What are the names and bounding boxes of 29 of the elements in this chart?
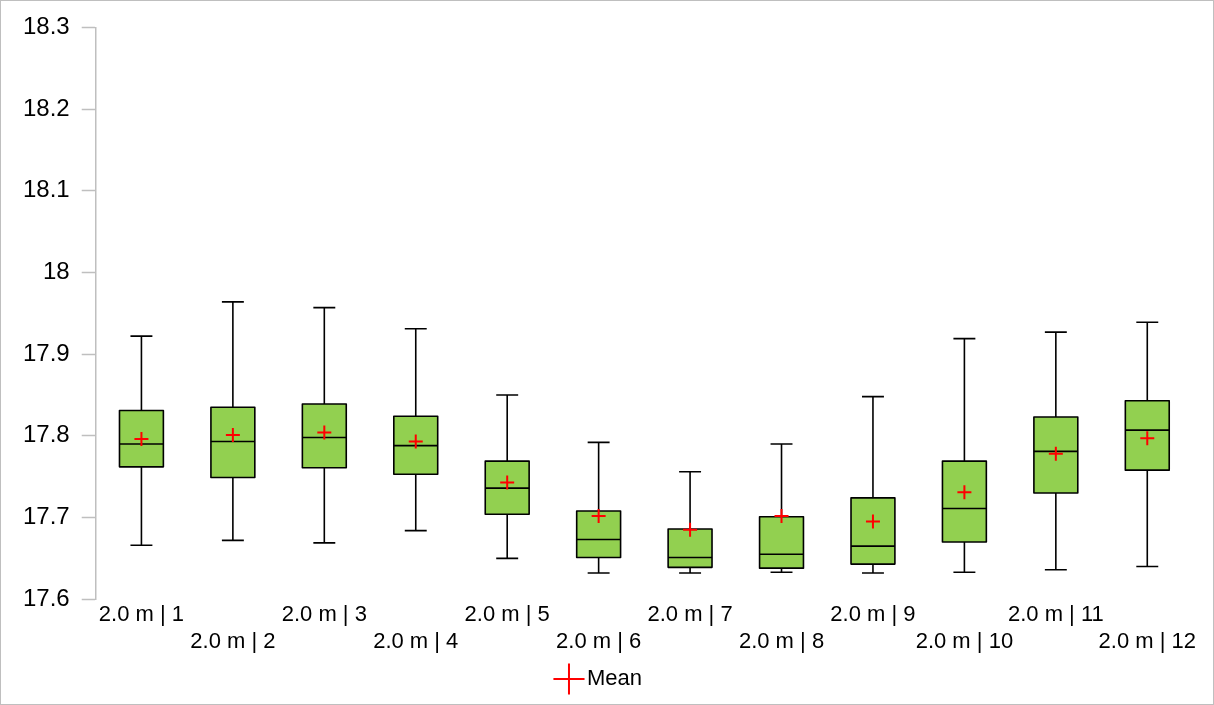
y-tick-label: 17.7	[22, 502, 70, 530]
point	[590, 507, 607, 524]
x-tick-label: 2.0 m | 1	[98, 601, 185, 627]
y-tick-label: 18.1	[22, 175, 70, 203]
point	[682, 521, 699, 538]
x-tick-label: 2.0 m | 2	[190, 627, 276, 653]
point	[1139, 430, 1156, 447]
x-tick-label: 2.0 m | 6	[556, 627, 642, 653]
x-tick-label: 2.0 m | 5	[464, 601, 550, 627]
y-tick-label: 18.3	[22, 12, 70, 40]
point	[1047, 445, 1064, 462]
x-tick-label: 2.0 m | 11	[1007, 601, 1104, 627]
point	[773, 507, 790, 524]
point	[956, 484, 973, 501]
y-tick-label: 18	[43, 257, 70, 285]
x-tick-label: 2.0 m | 9	[830, 601, 916, 627]
legend-label: Mean	[586, 665, 643, 691]
y-tick-label: 17.6	[22, 583, 70, 611]
point	[864, 513, 881, 530]
y-tick-label: 17.8	[22, 420, 70, 448]
x-tick-label: 2.0 m | 4	[373, 627, 459, 653]
point	[224, 427, 241, 444]
y-tick-label: 17.9	[22, 338, 70, 366]
x-tick-label: 2.0 m | 10	[915, 627, 1014, 653]
x-tick-label: 2.0 m | 8	[738, 627, 825, 653]
x-tick-label: 2.0 m | 12	[1098, 627, 1196, 653]
x-tick-label: 2.0 m | 3	[281, 601, 367, 627]
y-tick-label: 18.2	[22, 93, 70, 121]
x-tick-label: 2.0 m | 7	[647, 601, 733, 627]
